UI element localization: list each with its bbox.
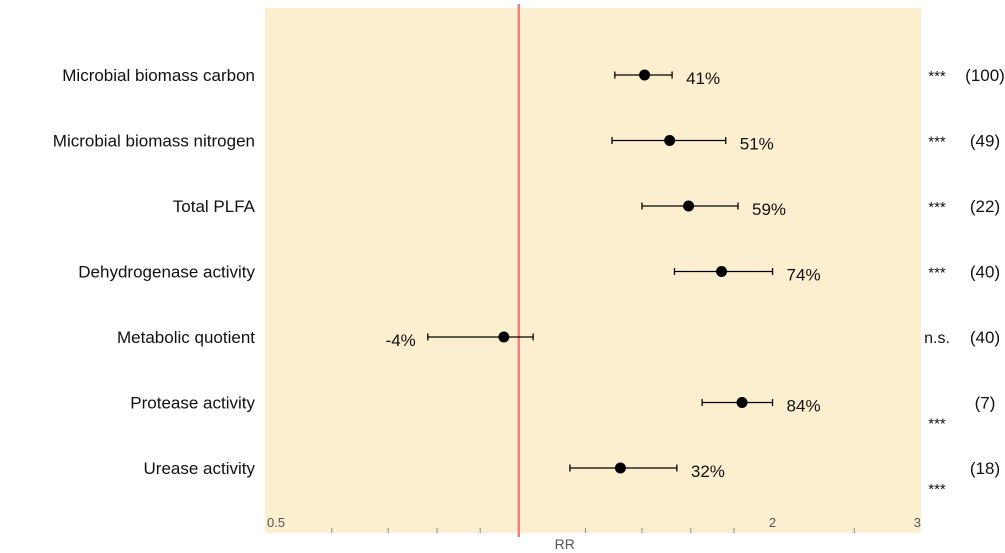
sample-size-label: (100) bbox=[965, 66, 1005, 85]
sample-size-label: (40) bbox=[970, 328, 1000, 347]
significance-label: *** bbox=[928, 199, 946, 216]
significance-label: n.s. bbox=[924, 330, 950, 347]
significance-label: *** bbox=[928, 481, 946, 498]
effect-label: 51% bbox=[740, 135, 774, 154]
effect-point bbox=[498, 331, 510, 343]
significance-label: *** bbox=[928, 265, 946, 282]
effect-point bbox=[716, 266, 728, 277]
sample-size-label: (49) bbox=[970, 132, 1000, 151]
significance-label: *** bbox=[928, 134, 946, 151]
significance-label: *** bbox=[928, 68, 946, 85]
effect-label: 74% bbox=[787, 266, 821, 285]
sample-size-label: (40) bbox=[970, 263, 1000, 282]
sample-size-label: (22) bbox=[970, 197, 1000, 216]
x-tick-label: 2 bbox=[769, 515, 776, 530]
effect-point bbox=[614, 462, 626, 474]
effect-label: 59% bbox=[752, 200, 786, 219]
effect-point bbox=[639, 69, 651, 81]
row-label: Microbial biomass nitrogen bbox=[53, 132, 255, 151]
row-label: Protease activity bbox=[130, 394, 255, 413]
row-label: Dehydrogenase activity bbox=[78, 263, 255, 282]
row-label: Total PLFA bbox=[173, 197, 256, 216]
plot-panel bbox=[265, 8, 921, 533]
effect-point bbox=[683, 200, 695, 212]
effect-point bbox=[664, 135, 676, 146]
effect-point bbox=[736, 397, 748, 408]
significance-label: *** bbox=[928, 416, 946, 433]
sample-size-label: (7) bbox=[975, 394, 996, 413]
x-tick-label: 0.5 bbox=[267, 515, 285, 530]
effect-label: -4% bbox=[386, 331, 416, 350]
effect-label: 41% bbox=[686, 69, 720, 88]
x-axis-title: RR bbox=[555, 536, 575, 552]
effect-label: 84% bbox=[787, 397, 821, 416]
row-label: Metabolic quotient bbox=[117, 328, 255, 347]
sample-size-label: (18) bbox=[970, 459, 1000, 478]
x-tick-label: 3 bbox=[914, 515, 921, 530]
row-label: Urease activity bbox=[144, 459, 256, 478]
effect-label: 32% bbox=[691, 462, 725, 481]
row-label: Microbial biomass carbon bbox=[62, 66, 255, 85]
